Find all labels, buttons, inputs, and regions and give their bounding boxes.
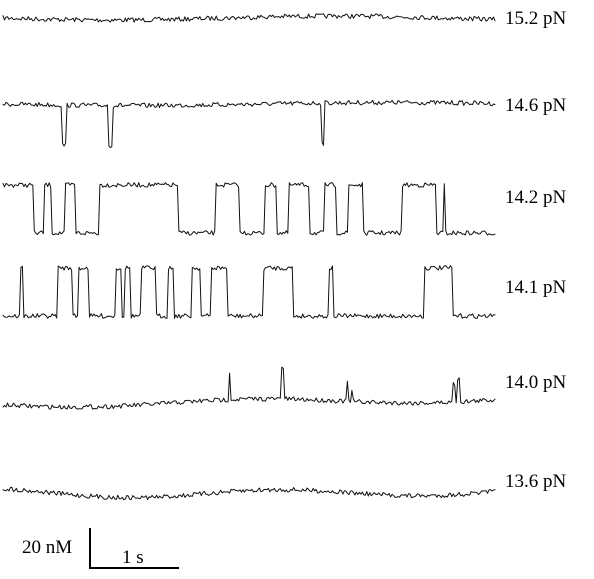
force-label-14-1: 14.1 pN [505, 277, 567, 298]
trace-14-1 [2, 265, 496, 319]
force-label-13-6: 13.6 pN [505, 471, 567, 492]
force-label-14-0: 14.0 pN [505, 372, 567, 393]
force-label-15-2: 15.2 pN [505, 8, 567, 29]
trace-15-2 [2, 13, 496, 23]
force-label-14-2: 14.2 pN [505, 187, 567, 208]
trace-14-2 [2, 182, 496, 236]
force-label-14-6: 14.6 pN [505, 95, 567, 116]
trace-14-6 [2, 99, 496, 149]
trace-14-0 [2, 366, 496, 410]
scalebar-y-label: 20 nM [22, 537, 73, 558]
scalebar-x-label: 1 s [122, 547, 144, 568]
trace-13-6 [2, 486, 496, 501]
